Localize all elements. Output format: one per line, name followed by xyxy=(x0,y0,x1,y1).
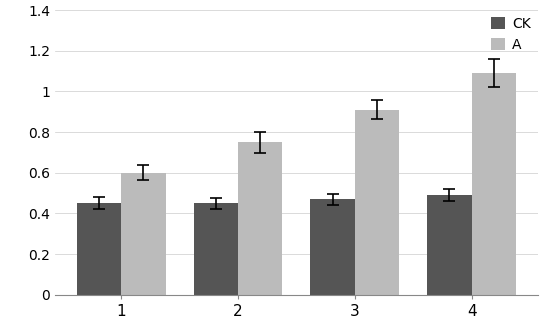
Bar xyxy=(311,199,355,295)
Bar xyxy=(194,203,238,295)
Bar xyxy=(121,173,166,295)
Bar xyxy=(355,110,399,295)
Bar xyxy=(472,73,516,295)
Bar xyxy=(77,203,121,295)
Bar xyxy=(427,195,472,295)
Bar xyxy=(238,142,282,295)
Legend: CK, A: CK, A xyxy=(491,17,531,52)
